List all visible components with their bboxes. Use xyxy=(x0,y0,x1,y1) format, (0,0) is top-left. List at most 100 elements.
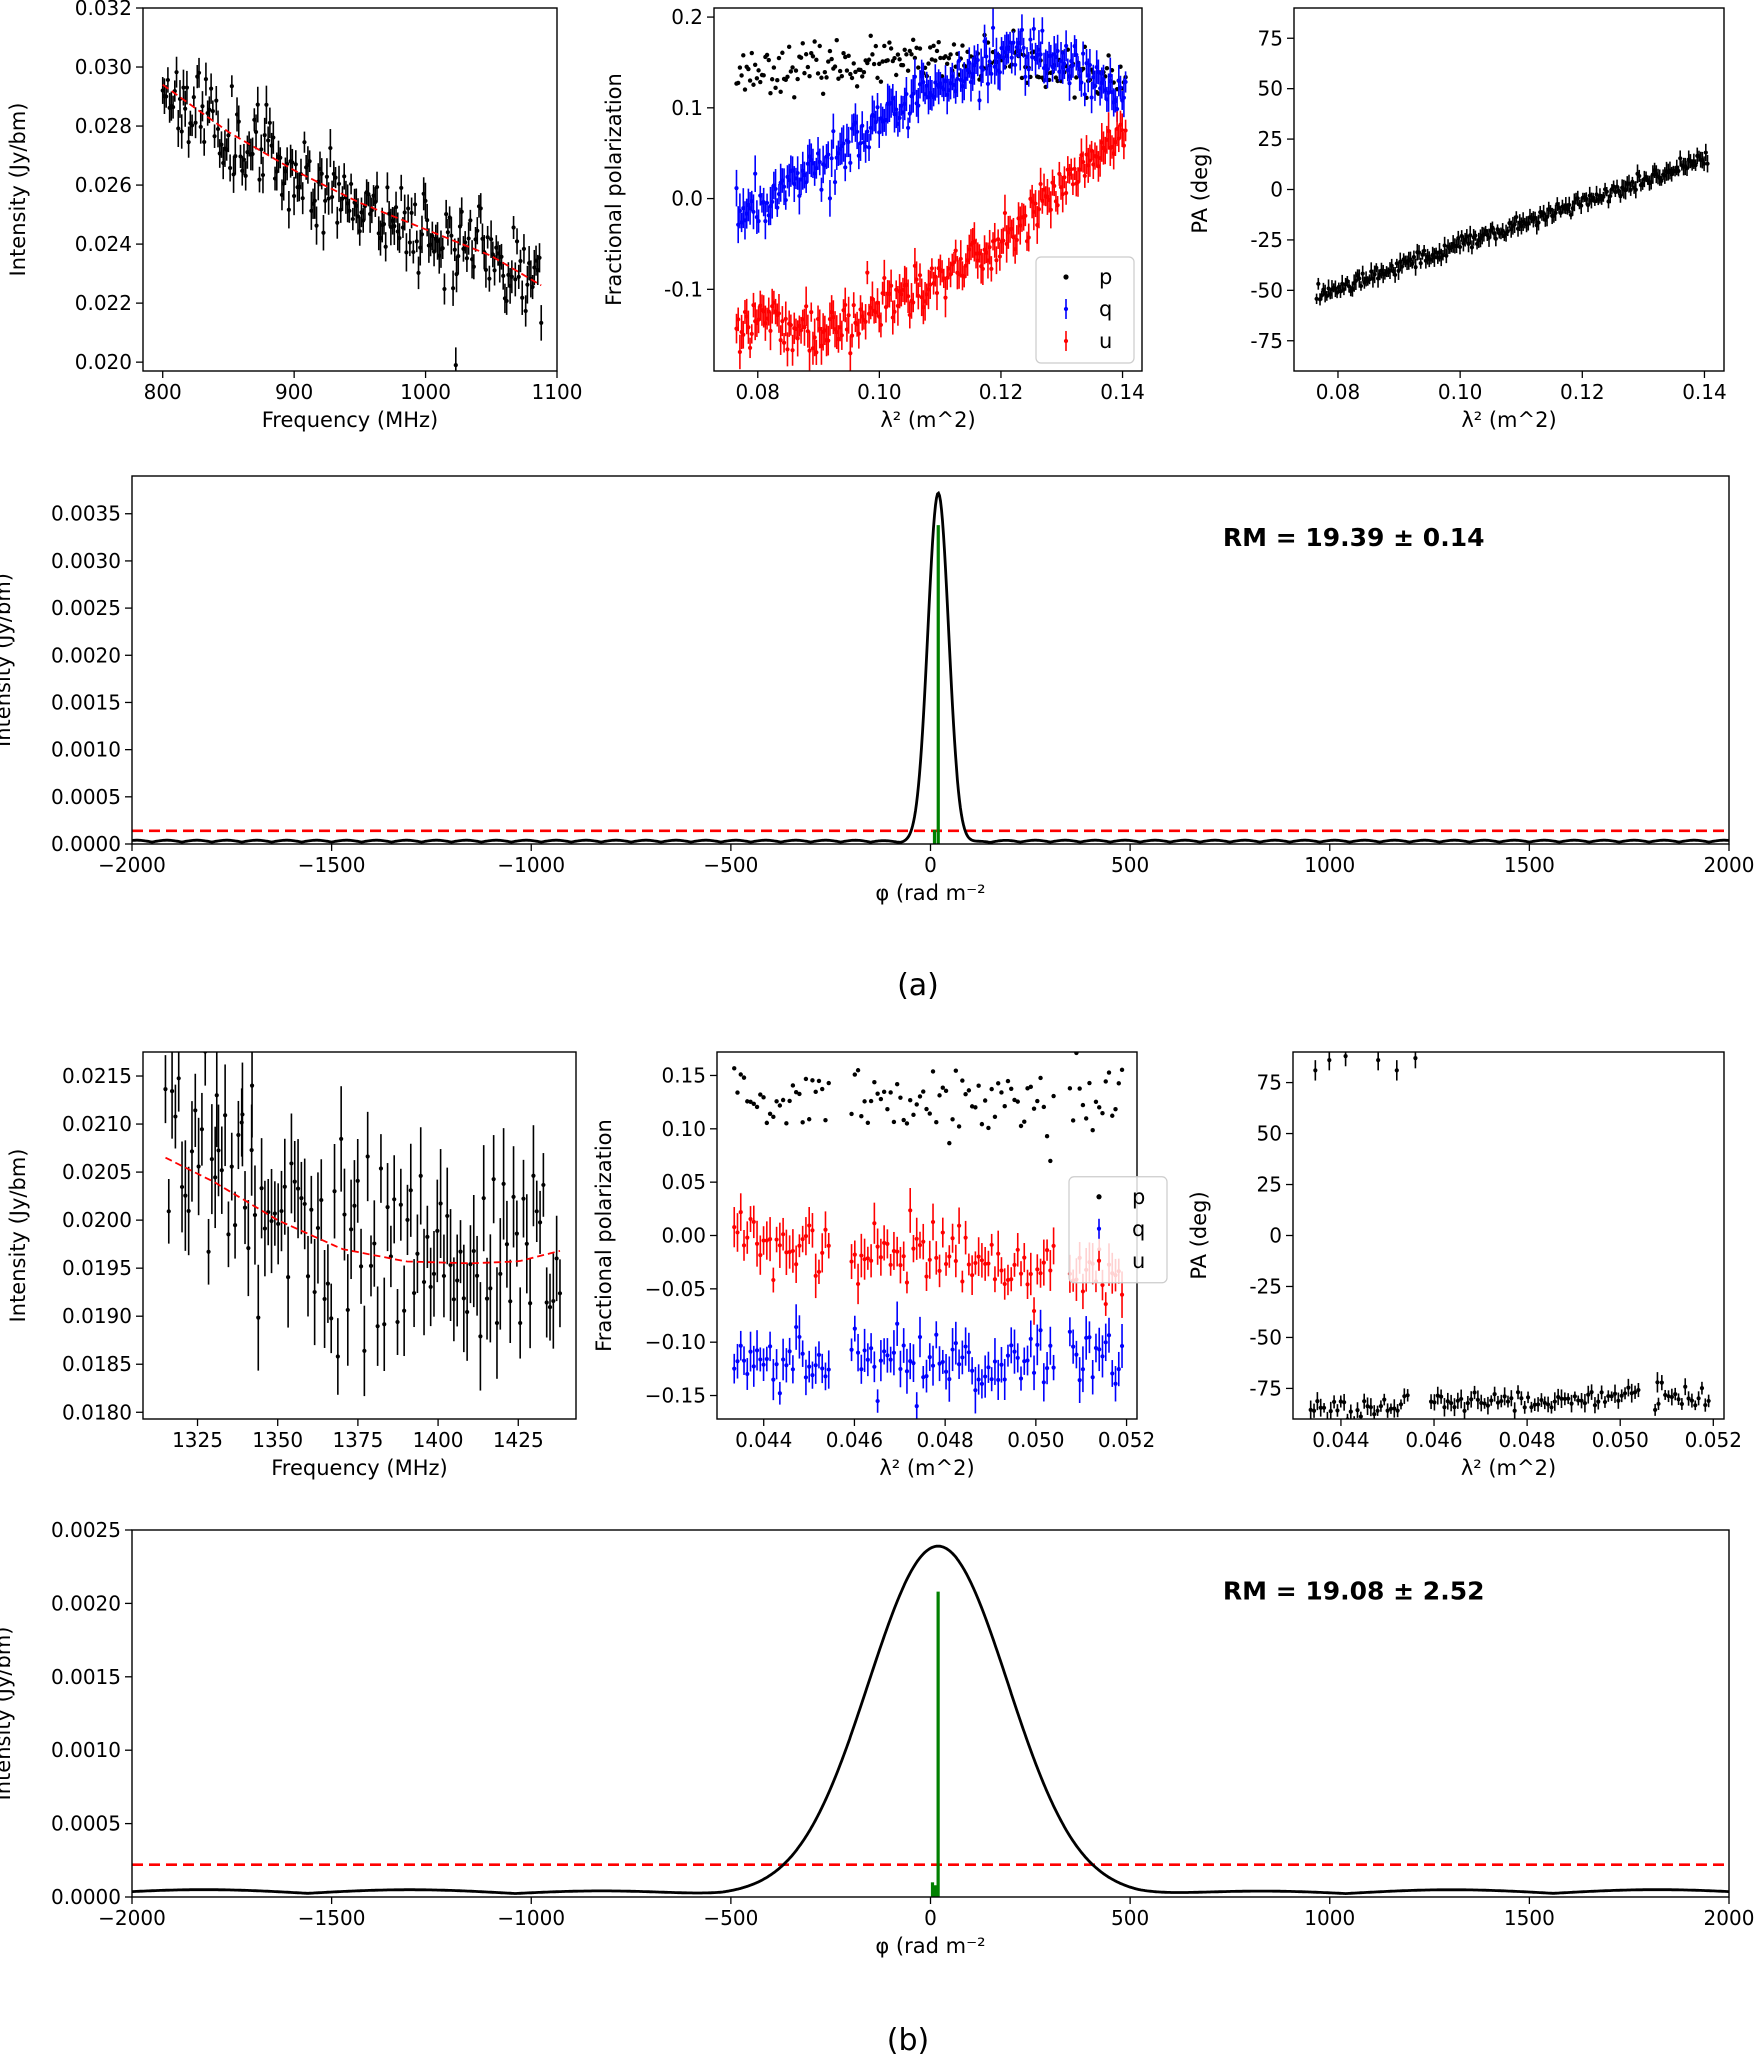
panel-a-fracpol-point-u xyxy=(1048,191,1053,229)
panel-b-fracpol-point-p xyxy=(885,1106,890,1112)
panel-b-fracpol-point-u xyxy=(797,1234,802,1258)
panel-a-fracpol-point-u xyxy=(1002,194,1008,232)
panel-a-intensity-data-point xyxy=(342,163,347,190)
panel-a-fracpol-point-q xyxy=(977,90,982,111)
panel-a-fracpol-point-p xyxy=(820,91,826,96)
panel-a-fracpol-point-q xyxy=(904,76,909,112)
panel-b-faraday-ytick-label: 0.0010 xyxy=(51,1738,121,1762)
panel-b-fracpol-point-q xyxy=(1116,1351,1121,1387)
panel-a-intensity-data-point xyxy=(453,347,458,371)
panel-b-fracpol-point-q xyxy=(979,1369,985,1399)
panel-b-fracpol-point-p xyxy=(894,1081,900,1087)
panel-a-fracpol-point-p xyxy=(849,75,855,81)
panel-a-fracpol-point-p xyxy=(773,85,778,91)
panel-a-fracpol-point-p xyxy=(768,91,773,96)
panel-b-fracpol-point-u xyxy=(996,1230,1001,1277)
panel-b-fracpol-point-p xyxy=(806,1117,812,1122)
panel-b-fracpol-point-q xyxy=(1038,1309,1043,1351)
panel-a-intensity-data-point xyxy=(326,182,331,215)
panel-a-fracpol-legend: pqu xyxy=(1035,256,1135,364)
panel-a-fracpol-legend-label-q: q xyxy=(1099,297,1112,321)
panel-a-intensity-xtick-label: 1000 xyxy=(400,380,451,404)
panel-b-pa-xtick-label: 0.044 xyxy=(1312,1428,1369,1452)
panel-a-fracpol-point-p xyxy=(1011,28,1016,33)
panel-b-intensity-data-point xyxy=(272,1181,277,1246)
panel-b-pa-data-point xyxy=(1546,1396,1551,1413)
panel-a-intensity-data-point xyxy=(468,209,473,231)
panel-a-fracpol-point-p xyxy=(853,69,858,75)
panel-b-intensity-data-point xyxy=(199,1092,205,1166)
panel-a-fracpol-point-p xyxy=(778,89,783,95)
panel-a-fracpol-point-p xyxy=(812,39,817,44)
panel-a-fracpol-point-u xyxy=(996,229,1001,249)
panel-b-fracpol-axes: 0.044 0.046 0.048 0.050 0.052 −0.15 −0.10 −0.05… xyxy=(592,1051,1168,1480)
panel-b-pa-data-point xyxy=(1482,1398,1487,1409)
panel-a-fracpol-point-q xyxy=(843,153,848,182)
panel-b-fracpol-point-q xyxy=(777,1381,782,1405)
panel-b-pa-data-point xyxy=(1428,1394,1434,1410)
panel-a-intensity-data-point xyxy=(176,109,181,148)
panel-a-fracpol-point-q xyxy=(1018,30,1023,71)
panel-b-fracpol-point-p xyxy=(849,1111,854,1117)
panel-b-fracpol-point-u xyxy=(810,1213,815,1248)
panel-b-fracpol-point-q xyxy=(855,1333,861,1372)
panel-a-fracpol-point-u xyxy=(839,320,844,350)
panel-b-pa-data-point xyxy=(1398,1399,1404,1410)
panel-a-faraday-ytick-label: 0.0020 xyxy=(51,643,121,667)
panel-b-intensity-data-point xyxy=(342,1168,347,1261)
panel-a-intensity-data-point xyxy=(347,198,352,223)
panel-a-fracpol-point-u xyxy=(768,311,773,351)
panel-a-fracpol-point-u xyxy=(856,318,861,349)
panel-b-intensity-data-point xyxy=(372,1200,377,1287)
panel-a-fracpol-series-q xyxy=(734,8,1128,244)
panel-a-pa-data-point xyxy=(1393,266,1398,283)
panel-b-fracpol-series-p xyxy=(732,1052,1125,1164)
panel-b-fracpol-point-q xyxy=(1077,1357,1082,1404)
panel-b-fracpol-point-u xyxy=(790,1229,795,1273)
panel-b-fracpol-point-q xyxy=(966,1332,971,1372)
panel-a-fracpol-point-p xyxy=(1036,74,1042,80)
panel-b-intensity-data-point xyxy=(465,1263,470,1361)
panel-b-fracpol-point-u xyxy=(800,1225,805,1253)
panel-a-fracpol-point-p xyxy=(877,61,882,67)
panel-a-fracpol-point-u xyxy=(749,324,754,344)
panel-b-fracpol-point-q xyxy=(895,1301,900,1346)
panel-a-fracpol-point-q xyxy=(989,63,994,84)
panel-a-fracpol-legend-marker-q xyxy=(1063,299,1069,319)
panel-b-intensity-ytick-label: 0.0205 xyxy=(62,1160,132,1184)
panel-b-fracpol-point-u xyxy=(986,1250,991,1277)
panel-a-fracpol-point-u xyxy=(989,256,994,282)
panel-b-fracpol-point-q xyxy=(797,1315,802,1359)
panel-a-intensity-data-point xyxy=(302,131,307,153)
panel-a-pa-data-point xyxy=(1468,225,1473,245)
panel-a-fracpol-point-p xyxy=(943,54,948,59)
panel-a-intensity-data-point xyxy=(501,262,506,290)
panel-a-pa-data-point xyxy=(1374,263,1379,273)
panel-b-fracpol-point-q xyxy=(810,1361,815,1389)
panel-a-fracpol-point-u xyxy=(1082,163,1087,188)
panel-b-fracpol-ytick-label: 0.10 xyxy=(661,1117,706,1141)
panel-a-fracpol-point-u xyxy=(1014,225,1019,255)
panel-a-intensity-data-point xyxy=(286,190,291,229)
panel-b-intensity-data-point xyxy=(209,1104,214,1215)
panel-a-fracpol-point-q xyxy=(1082,82,1087,107)
panel-a-fracpol-point-q xyxy=(1011,31,1016,55)
panel-b-intensity-xtick-label: 1350 xyxy=(252,1428,303,1452)
panel-b-fracpol-point-u xyxy=(781,1217,786,1251)
panel-a-fracpol-point-q xyxy=(975,43,980,77)
panel-b-pa-data-point xyxy=(1459,1389,1464,1409)
panel-b-pa-data-point xyxy=(1452,1398,1457,1417)
panel-a-intensity-data-point xyxy=(530,274,535,300)
panel-b-pa-data-point xyxy=(1505,1395,1511,1408)
panel-a-fracpol-point-q xyxy=(848,153,853,173)
panel-b-pa-data-point xyxy=(1315,1392,1320,1411)
panel-a-faraday-rm-annotation: RM = 19.39 ± 0.14 xyxy=(1223,523,1485,552)
panel-a-fracpol-point-q xyxy=(858,125,863,161)
panel-b-fracpol-point-u xyxy=(970,1255,975,1296)
panel-b-fracpol-point-u xyxy=(924,1262,929,1291)
panel-b-fracpol-point-p xyxy=(904,1121,910,1126)
panel-b-fracpol-point-q xyxy=(930,1345,936,1386)
panel-b-pa-data-point xyxy=(1465,1396,1470,1411)
panel-b-pa-data-point xyxy=(1388,1403,1394,1414)
